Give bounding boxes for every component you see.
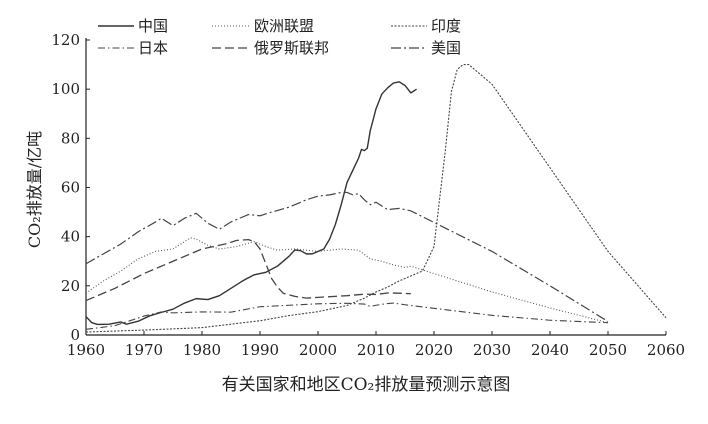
- tick-labels: 1960 1970 1980 1990 2000 2010 2020 2030 2040 2050…: [51, 31, 685, 359]
- series-line-4: [85, 238, 411, 302]
- series-line-5: [85, 191, 609, 322]
- y-tick-label: 80: [61, 129, 80, 147]
- x-tick-label: 2040: [531, 341, 569, 359]
- legend-label-5: 美国: [431, 39, 461, 57]
- legend-label-4: 俄罗斯联邦: [254, 39, 329, 57]
- x-tick-label: 2030: [473, 341, 511, 359]
- legend-label-0: 中国: [138, 17, 168, 35]
- legend-label-3: 日本: [138, 39, 168, 57]
- x-tick-label: 2010: [357, 341, 395, 359]
- y-tick-label: 40: [61, 228, 80, 246]
- series-line-3: [85, 302, 609, 330]
- x-tick-label: 1990: [241, 341, 279, 359]
- x-tick-label: 2060: [647, 341, 685, 359]
- x-tick-label: 2050: [589, 341, 627, 359]
- y-tick-label: 120: [51, 31, 80, 49]
- y-tick-label: 100: [51, 80, 80, 98]
- x-tick-label: 1970: [125, 341, 163, 359]
- y-tick-label: 60: [61, 179, 80, 197]
- x-tick-label: 1960: [67, 341, 105, 359]
- axes: [85, 38, 667, 336]
- y-tick-label: 0: [70, 326, 80, 344]
- series-line-2: [85, 64, 667, 333]
- series-line-1: [85, 237, 609, 324]
- x-tick-label: 1980: [183, 341, 221, 359]
- y-tick-label: 20: [61, 277, 80, 295]
- series-lines: [85, 64, 667, 333]
- legend-label-2: 印度: [431, 17, 461, 35]
- legend-label-1: 欧洲联盟: [254, 17, 314, 35]
- x-tick-label: 2020: [415, 341, 453, 359]
- x-tick-label: 2000: [299, 341, 337, 359]
- y-axis-label: CO₂排放量/亿吨: [25, 131, 44, 248]
- series-line-0: [85, 81, 417, 326]
- chart-caption: 有关国家和地区CO₂排放量预测示意图: [222, 375, 511, 395]
